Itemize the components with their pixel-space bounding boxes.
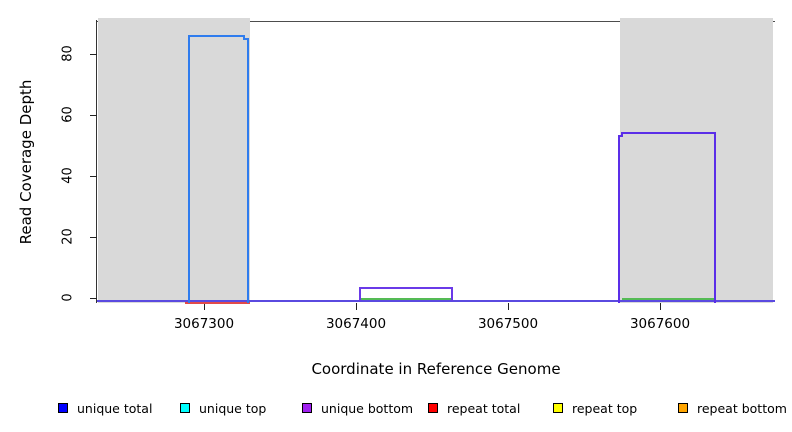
legend-swatch-icon xyxy=(553,403,563,413)
unique-bottom-bump-top xyxy=(359,287,453,289)
unique-bottom-box-top xyxy=(621,132,716,134)
repeat-region-shading xyxy=(620,18,773,303)
unique-total-box-left xyxy=(188,35,190,303)
green-baseline-2 xyxy=(622,298,714,300)
unique-total-box-top-right xyxy=(243,38,249,40)
repeat-total-baseline xyxy=(185,302,250,304)
legend-label: unique total xyxy=(77,401,153,416)
y-axis-line xyxy=(96,20,97,303)
x-axis-tick xyxy=(508,303,509,310)
unique-total-box-right xyxy=(247,38,249,303)
y-axis-tick xyxy=(90,237,97,238)
unique-total-box-top xyxy=(188,35,245,37)
baseline-unique xyxy=(97,300,775,302)
legend-swatch-icon xyxy=(58,403,68,413)
legend-label: repeat top xyxy=(572,401,638,416)
unique-total-box-step xyxy=(243,35,245,40)
repeat-region-shading xyxy=(98,18,250,303)
y-tick-label: 40 xyxy=(60,167,76,184)
unique-bottom-box-right xyxy=(714,132,716,303)
unique-bottom-box-left xyxy=(618,135,620,303)
green-baseline-1 xyxy=(359,298,453,300)
x-tick-label: 3067300 xyxy=(173,316,235,332)
x-tick-label: 3067600 xyxy=(629,316,691,332)
legend-label: unique bottom xyxy=(321,401,414,416)
legend-label: repeat bottom xyxy=(697,401,787,416)
x-tick-label: 3067500 xyxy=(477,316,539,332)
x-axis-tick xyxy=(660,303,661,310)
legend-swatch-icon xyxy=(180,403,190,413)
y-axis-tick xyxy=(90,176,97,177)
unique-bottom-bump-right xyxy=(451,287,453,301)
y-tick-label: 0 xyxy=(60,293,76,302)
x-axis-tick xyxy=(356,303,357,310)
y-tick-label: 80 xyxy=(60,45,76,62)
y-tick-label: 20 xyxy=(60,228,76,245)
plot-box-top-line xyxy=(97,21,775,22)
x-tick-label: 3067400 xyxy=(325,316,387,332)
x-axis-tick xyxy=(204,303,205,310)
legend-swatch-icon xyxy=(302,403,312,413)
legend-label: repeat total xyxy=(447,401,521,416)
x-axis-title: Coordinate in Reference Genome xyxy=(311,360,561,378)
unique-bottom-bump-left xyxy=(359,287,361,301)
legend-label: unique top xyxy=(199,401,267,416)
unique-bottom-box-step-top xyxy=(618,135,623,137)
legend-swatch-icon xyxy=(428,403,438,413)
y-axis-tick xyxy=(90,115,97,116)
legend-swatch-icon xyxy=(678,403,688,413)
y-axis-tick xyxy=(90,298,97,299)
y-tick-label: 60 xyxy=(60,106,76,123)
y-axis-tick xyxy=(90,54,97,55)
